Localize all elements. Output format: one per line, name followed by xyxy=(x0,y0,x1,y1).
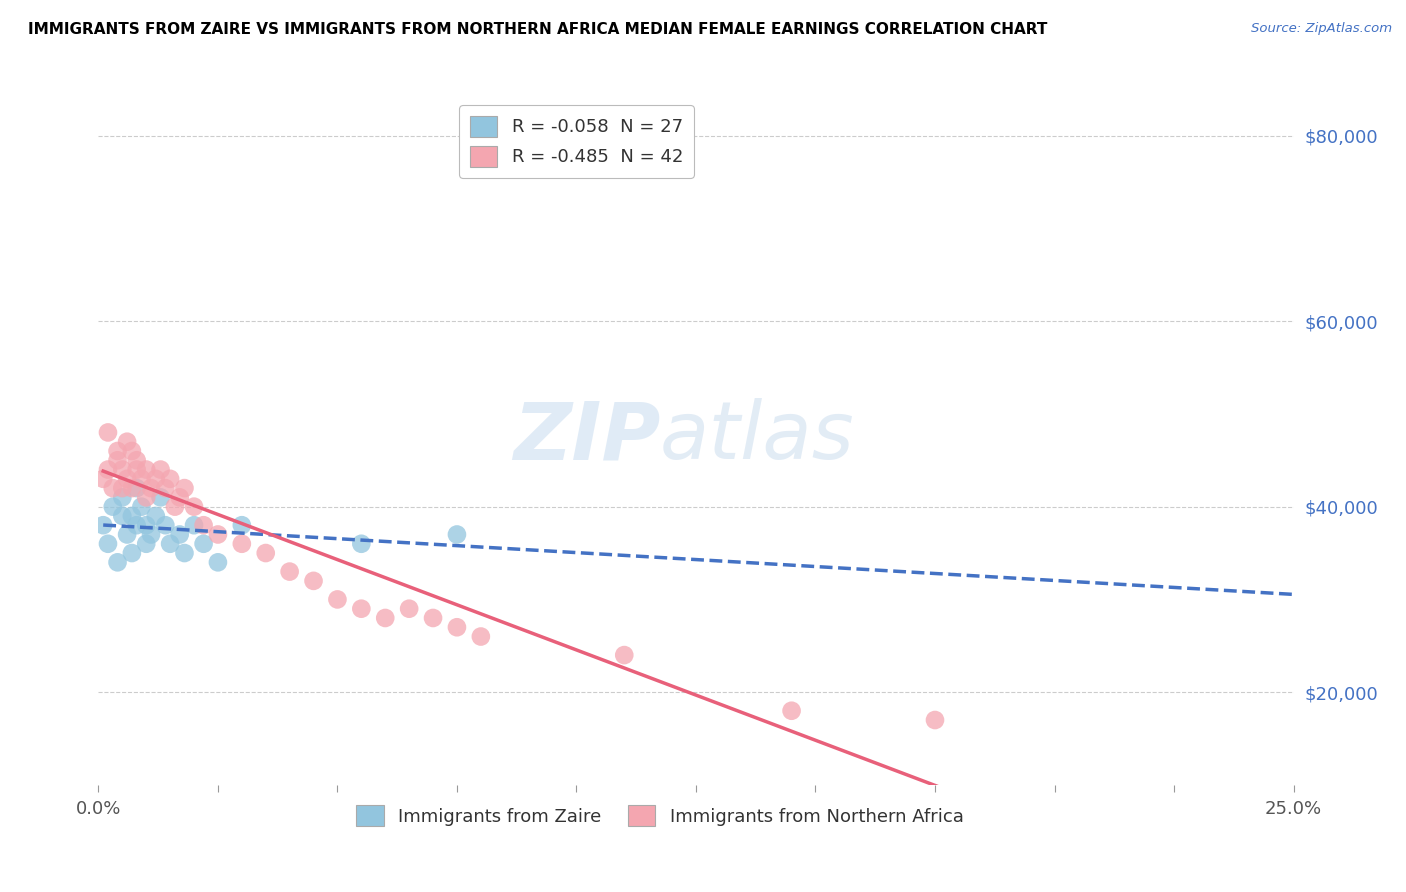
Point xyxy=(183,500,205,514)
Point xyxy=(350,537,373,551)
Point xyxy=(115,527,138,541)
Point xyxy=(111,462,134,476)
Point xyxy=(155,481,177,495)
Point xyxy=(111,491,134,505)
Point xyxy=(159,537,181,551)
Point xyxy=(121,546,143,560)
Point xyxy=(231,518,253,533)
Point xyxy=(231,537,253,551)
Point xyxy=(121,508,143,523)
Point xyxy=(115,472,138,486)
Point xyxy=(159,472,181,486)
Point xyxy=(169,491,191,505)
Point xyxy=(115,434,138,449)
Point xyxy=(91,472,114,486)
Point xyxy=(149,491,172,505)
Point xyxy=(374,611,396,625)
Point xyxy=(149,462,172,476)
Point xyxy=(135,518,157,533)
Point xyxy=(111,481,134,495)
Text: atlas: atlas xyxy=(661,398,855,476)
Point xyxy=(326,592,349,607)
Point xyxy=(302,574,325,588)
Point xyxy=(135,491,157,505)
Point xyxy=(780,704,803,718)
Point xyxy=(121,481,143,495)
Point xyxy=(107,444,129,458)
Point xyxy=(125,453,148,467)
Point xyxy=(125,518,148,533)
Point xyxy=(173,546,195,560)
Point xyxy=(125,481,148,495)
Point xyxy=(278,565,301,579)
Point xyxy=(107,555,129,569)
Point xyxy=(470,630,492,644)
Point xyxy=(91,518,114,533)
Text: IMMIGRANTS FROM ZAIRE VS IMMIGRANTS FROM NORTHERN AFRICA MEDIAN FEMALE EARNINGS : IMMIGRANTS FROM ZAIRE VS IMMIGRANTS FROM… xyxy=(28,22,1047,37)
Point xyxy=(193,537,215,551)
Legend: Immigrants from Zaire, Immigrants from Northern Africa: Immigrants from Zaire, Immigrants from N… xyxy=(347,797,973,835)
Point xyxy=(111,508,134,523)
Text: Source: ZipAtlas.com: Source: ZipAtlas.com xyxy=(1251,22,1392,36)
Point xyxy=(173,481,195,495)
Point xyxy=(101,481,124,495)
Point xyxy=(125,462,148,476)
Point xyxy=(155,518,177,533)
Point xyxy=(131,500,153,514)
Point xyxy=(193,518,215,533)
Point xyxy=(139,481,162,495)
Point xyxy=(207,555,229,569)
Point xyxy=(163,500,186,514)
Point xyxy=(924,713,946,727)
Point xyxy=(169,527,191,541)
Point xyxy=(613,648,636,662)
Text: ZIP: ZIP xyxy=(513,398,661,476)
Point xyxy=(135,537,157,551)
Point xyxy=(398,601,420,615)
Point xyxy=(446,620,468,634)
Point xyxy=(139,527,162,541)
Point xyxy=(131,472,153,486)
Point xyxy=(207,527,229,541)
Point xyxy=(121,444,143,458)
Point xyxy=(101,500,124,514)
Point xyxy=(350,601,373,615)
Point xyxy=(107,453,129,467)
Point xyxy=(183,518,205,533)
Point xyxy=(145,472,167,486)
Point xyxy=(422,611,444,625)
Point xyxy=(97,462,120,476)
Point xyxy=(97,425,120,440)
Point xyxy=(135,462,157,476)
Point xyxy=(145,508,167,523)
Point xyxy=(97,537,120,551)
Point xyxy=(446,527,468,541)
Point xyxy=(254,546,277,560)
